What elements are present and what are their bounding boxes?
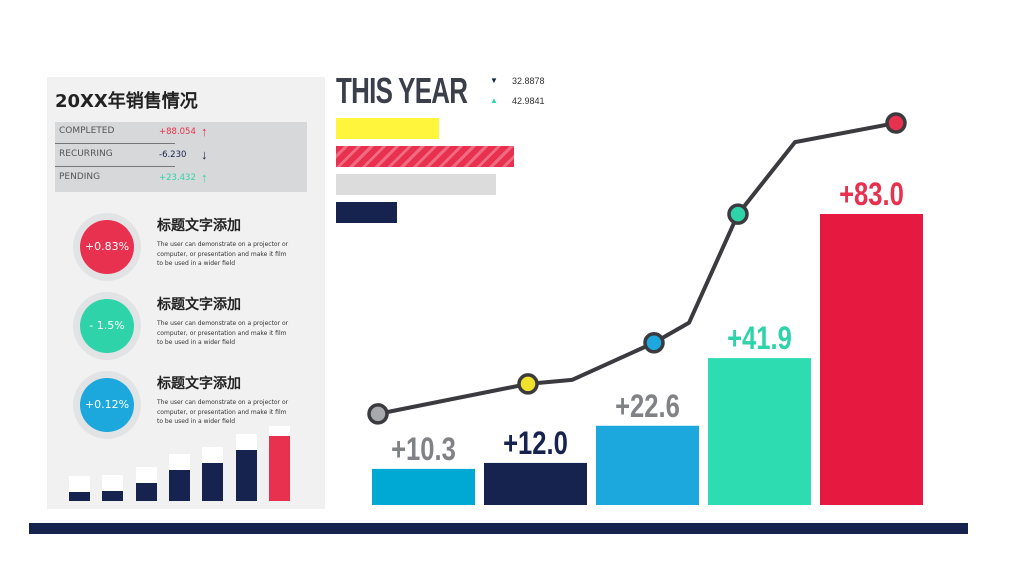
horizontal-bar (336, 118, 440, 139)
mini-bar (135, 483, 157, 501)
kpi-value: +0.83% (80, 220, 134, 274)
kpi-item: - 1.5% 标题文字添加 The user can demonstrate o… (73, 292, 323, 362)
divider (55, 166, 175, 167)
mini-bar (69, 491, 90, 501)
panel-title: 20XX年销售情况 (55, 91, 198, 112)
stats-box: COMPLETED +88.054 ↑ RECURRING -6.230 ↓ P… (55, 122, 307, 192)
bar-value-label: +41.9 (727, 321, 792, 356)
mini-bar (102, 490, 124, 501)
trend-line (377, 121, 897, 416)
kpi-title: 标题文字添加 (157, 218, 241, 234)
mini-bar (202, 463, 224, 501)
kpi-item: +0.83% 标题文字添加 The user can demonstrate o… (73, 213, 323, 283)
kpi-description: The user can demonstrate on a projector … (157, 241, 289, 267)
bar-value-label: +12.0 (503, 426, 568, 461)
legend-value: 32.8878 (512, 76, 545, 86)
arrow-up-icon: ↑ (201, 124, 208, 139)
kpi-title: 标题文字添加 (157, 376, 241, 392)
chart-heading: THIS YEAR (336, 70, 468, 111)
triangle-up-icon: ▲ (490, 96, 498, 105)
bar (484, 462, 587, 505)
stat-label: PENDING (59, 172, 101, 182)
kpi-ring: +0.12% (73, 371, 141, 439)
arrow-up-icon: ↑ (201, 170, 208, 185)
bar (372, 468, 475, 505)
divider (55, 143, 175, 144)
kpi-ring: - 1.5% (73, 292, 141, 360)
triangle-down-icon: ▼ (490, 76, 498, 85)
stat-value: +88.054 (159, 127, 196, 137)
stat-value: -6.230 (159, 150, 187, 160)
stat-row-completed: COMPLETED +88.054 ↑ (55, 122, 307, 144)
bar (820, 214, 923, 505)
stat-label: COMPLETED (59, 126, 115, 136)
kpi-description: The user can demonstrate on a projector … (157, 320, 289, 346)
summary-panel: 20XX年销售情况 COMPLETED +88.054 ↑ RECURRING … (47, 77, 325, 509)
kpi-title: 标题文字添加 (157, 297, 241, 313)
kpi-value: - 1.5% (80, 299, 134, 353)
stat-label: RECURRING (59, 149, 113, 159)
kpi-value: +0.12% (80, 378, 134, 432)
kpi-item: +0.12% 标题文字添加 The user can demonstrate o… (73, 371, 323, 441)
bar-value-label: +22.6 (615, 389, 680, 424)
mini-bar (235, 450, 257, 501)
bar-value-label: +83.0 (839, 177, 904, 212)
horizontal-bar (336, 174, 497, 195)
trend-marker (727, 203, 749, 225)
legend-value: 42.9841 (512, 96, 545, 106)
bottom-rule (29, 523, 968, 534)
stat-value: +23.432 (159, 173, 196, 183)
trend-marker (517, 373, 539, 395)
trend-marker (643, 332, 665, 354)
kpi-description: The user can demonstrate on a projector … (157, 399, 289, 425)
stat-row-recurring: RECURRING -6.230 ↓ (55, 145, 307, 167)
bar (596, 425, 699, 505)
trend-marker (885, 112, 907, 134)
bar-value-label: +10.3 (391, 432, 456, 467)
horizontal-bar (336, 202, 397, 223)
arrow-down-icon: ↓ (201, 147, 208, 162)
mini-bar (268, 436, 290, 501)
bar (708, 358, 811, 505)
stat-row-pending: PENDING +23.432 ↑ (55, 168, 307, 190)
mini-bar (168, 469, 190, 501)
kpi-ring: +0.83% (73, 213, 141, 281)
horizontal-bar (336, 146, 514, 167)
trend-marker (367, 403, 389, 425)
